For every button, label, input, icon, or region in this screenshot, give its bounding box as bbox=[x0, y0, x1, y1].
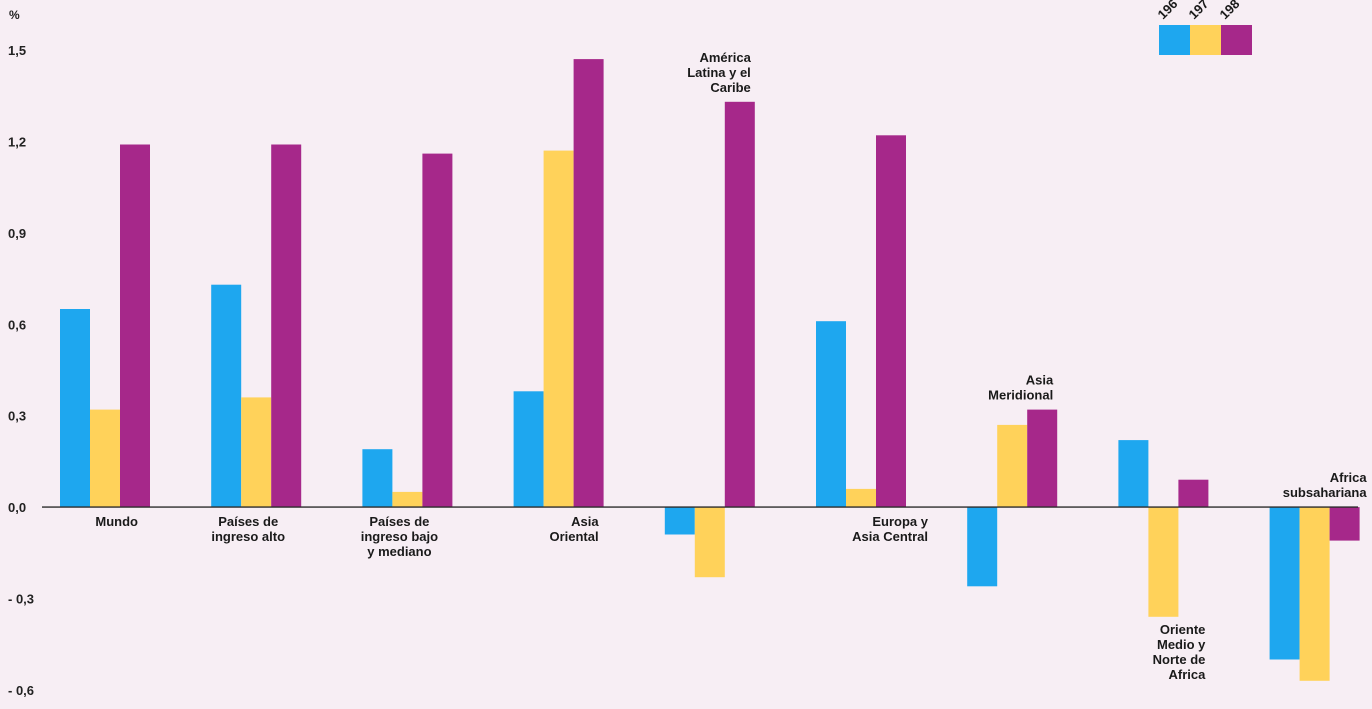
bar bbox=[1027, 409, 1058, 508]
category-label: Asia bbox=[1026, 373, 1054, 388]
category-label: Medio y bbox=[1157, 637, 1206, 652]
bar bbox=[90, 409, 120, 508]
bar bbox=[271, 144, 302, 508]
category-label: Oriente bbox=[1160, 622, 1206, 637]
category-label: ingreso alto bbox=[211, 529, 285, 544]
bar bbox=[392, 491, 423, 508]
y-tick-label: - 0,3 bbox=[8, 592, 34, 607]
bar bbox=[1178, 479, 1209, 508]
y-tick-label: 0,6 bbox=[8, 317, 26, 332]
bar bbox=[1148, 507, 1179, 617]
category-label: Africa bbox=[1169, 667, 1207, 682]
bar bbox=[422, 153, 453, 508]
bar bbox=[60, 309, 90, 508]
bar bbox=[967, 507, 998, 587]
bar bbox=[846, 488, 876, 508]
bar bbox=[573, 59, 604, 508]
bar bbox=[543, 150, 574, 508]
legend-label: 196 bbox=[1155, 0, 1181, 22]
legend-swatch bbox=[1190, 25, 1221, 55]
category-label: Asia bbox=[571, 514, 599, 529]
y-tick-label: 1,2 bbox=[8, 134, 26, 149]
bar bbox=[241, 397, 272, 508]
category-label: América bbox=[699, 50, 751, 65]
bar bbox=[816, 321, 846, 508]
bar bbox=[362, 449, 393, 508]
bar bbox=[724, 101, 755, 508]
bar bbox=[694, 507, 725, 578]
bar bbox=[1118, 440, 1149, 508]
category-label: Europa y bbox=[872, 514, 928, 529]
category-label: Africa bbox=[1330, 470, 1368, 485]
category-label: Latina y el bbox=[687, 65, 751, 80]
category-label: y mediano bbox=[367, 544, 431, 559]
bar bbox=[664, 507, 695, 535]
bar bbox=[876, 135, 906, 508]
legend-swatch bbox=[1159, 25, 1190, 55]
bar bbox=[1269, 507, 1300, 660]
bar bbox=[997, 424, 1028, 508]
bar bbox=[211, 284, 242, 508]
y-tick-label: - 0,6 bbox=[8, 683, 34, 698]
y-tick-label: 0,9 bbox=[8, 226, 26, 241]
legend-label: 197 bbox=[1186, 0, 1212, 22]
bar bbox=[1329, 507, 1360, 541]
bar bbox=[120, 144, 150, 508]
category-label: Países de bbox=[218, 514, 278, 529]
legend-label: 198 bbox=[1217, 0, 1243, 22]
category-label: Caribe bbox=[710, 80, 750, 95]
category-label: Mundo bbox=[95, 514, 138, 529]
category-label: Asia Central bbox=[852, 529, 928, 544]
bar bbox=[513, 391, 544, 508]
category-label: Meridional bbox=[988, 388, 1053, 403]
category-label: Norte de bbox=[1153, 652, 1206, 667]
category-label: Oriental bbox=[549, 529, 598, 544]
bar bbox=[1299, 507, 1330, 681]
legend-swatch bbox=[1221, 25, 1252, 55]
category-label: ingreso bajo bbox=[361, 529, 438, 544]
unit-label: % bbox=[9, 8, 20, 22]
y-tick-label: 1,5 bbox=[8, 43, 26, 58]
category-label: Países de bbox=[369, 514, 429, 529]
category-label: subsahariana bbox=[1283, 485, 1368, 500]
y-tick-label: 0,3 bbox=[8, 409, 26, 424]
y-tick-label: 0,0 bbox=[8, 500, 26, 515]
